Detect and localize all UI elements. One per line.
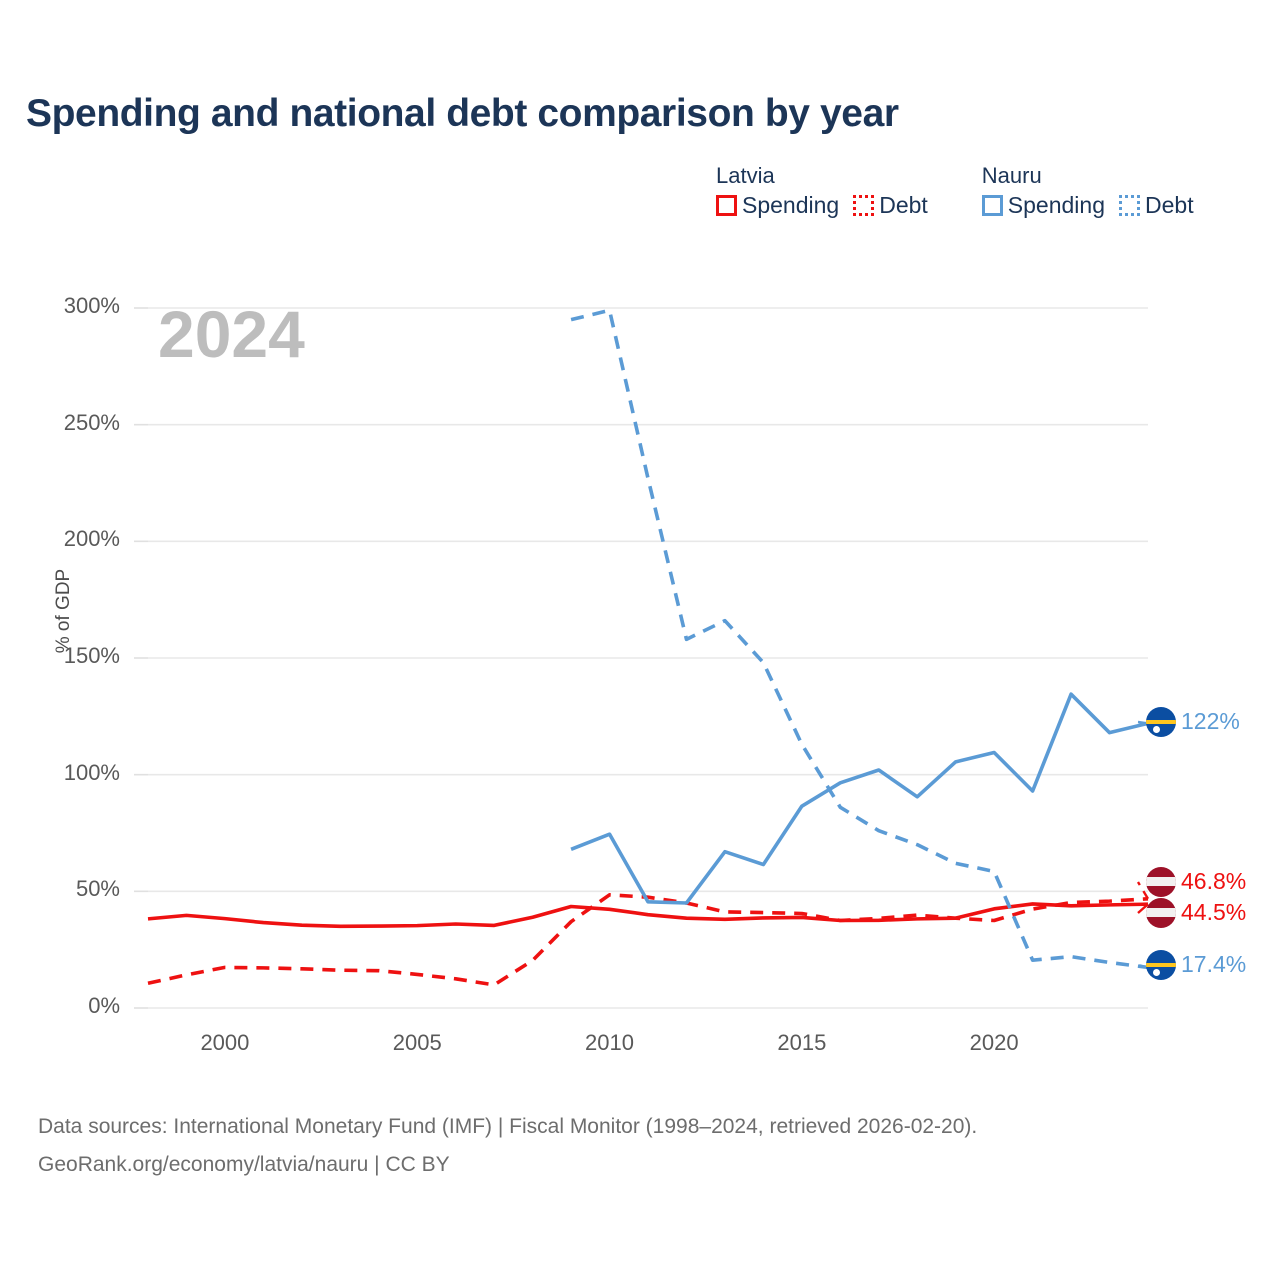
legend-swatch-solid-icon: [716, 195, 737, 216]
leader-line: [1136, 881, 1150, 900]
legend-country-latvia: Latvia: [716, 163, 775, 188]
y-tick-label: 250%: [63, 409, 120, 435]
legend-label-nauru-debt: Debt: [1145, 192, 1194, 218]
footer: Data sources: International Monetary Fun…: [38, 1108, 977, 1184]
footer-line-attribution: GeoRank.org/economy/latvia/nauru | CC BY: [38, 1153, 450, 1176]
flag-band: [1146, 963, 1176, 967]
x-tick-label: 2000: [200, 1030, 250, 1055]
y-tick-label: 100%: [63, 759, 120, 785]
legend-swatch-solid-icon: [981, 195, 1003, 216]
footer-line-sources: Data sources: International Monetary Fun…: [38, 1115, 978, 1138]
legend-group-latvia: Latvia Spending Debt: [716, 164, 928, 217]
year-watermark: 2024: [158, 297, 305, 371]
y-tick-label: 50%: [75, 876, 120, 902]
latvia-flag-icon: [1146, 898, 1176, 928]
legend-items-nauru: Spending Debt: [981, 192, 1194, 218]
series-line-nauru-spending: [570, 692, 1149, 905]
y-tick-label: 200%: [63, 526, 120, 552]
legend-country-nauru: Nauru: [981, 163, 1042, 188]
y-tick-label: 150%: [63, 643, 120, 668]
legend-item-nauru-debt[interactable]: Debt: [1119, 194, 1194, 217]
flag-star-icon: [1153, 726, 1160, 733]
y-tick-label: 300%: [63, 293, 120, 318]
nauru-flag-icon: [1146, 950, 1176, 980]
legend-item-latvia-debt[interactable]: Debt: [853, 194, 928, 217]
page-title: Spending and national debt comparison by…: [26, 92, 899, 135]
nauru-flag-icon: [1146, 707, 1176, 737]
y-tick-label: 0%: [88, 993, 120, 1018]
latvia-flag-icon: [1146, 867, 1176, 897]
x-tick-label: 2010: [585, 1030, 634, 1055]
x-tick-label: 2020: [969, 1030, 1019, 1055]
series-line-latvia-spending: [147, 902, 1149, 929]
legend-label-latvia-spending: Spending: [742, 192, 840, 218]
flag-star-icon: [1153, 969, 1160, 976]
flag-band: [1146, 877, 1176, 886]
legend-item-nauru-spending[interactable]: Spending: [981, 192, 1105, 218]
x-tick-label: 2015: [777, 1030, 827, 1055]
legend-items-latvia: Spending Debt: [716, 194, 928, 217]
legend-item-latvia-spending[interactable]: Spending: [716, 194, 839, 217]
flag-band: [1146, 720, 1176, 724]
end-label-latvia-debt: 46.8%: [1181, 868, 1247, 894]
legend-swatch-dotted-icon: [1119, 195, 1140, 216]
x-tick-label: 2005: [392, 1030, 442, 1055]
legend-label-nauru-spending: Spending: [1007, 192, 1105, 218]
legend: Latvia Spending Debt Nauru Spending: [716, 164, 1194, 217]
leader-line: [1137, 903, 1149, 914]
series-line-nauru-debt: [570, 308, 1149, 970]
series-line-latvia-debt: [147, 893, 1149, 987]
legend-swatch-dotted-icon: [853, 195, 875, 216]
end-label-nauru-debt: 17.4%: [1181, 951, 1247, 977]
legend-label-latvia-debt: Debt: [879, 192, 928, 218]
end-label-nauru-spending: 122%: [1181, 708, 1240, 734]
end-label-latvia-spending: 44.5%: [1181, 899, 1247, 925]
legend-group-nauru: Nauru Spending Debt: [981, 163, 1194, 218]
flag-band: [1146, 908, 1176, 917]
